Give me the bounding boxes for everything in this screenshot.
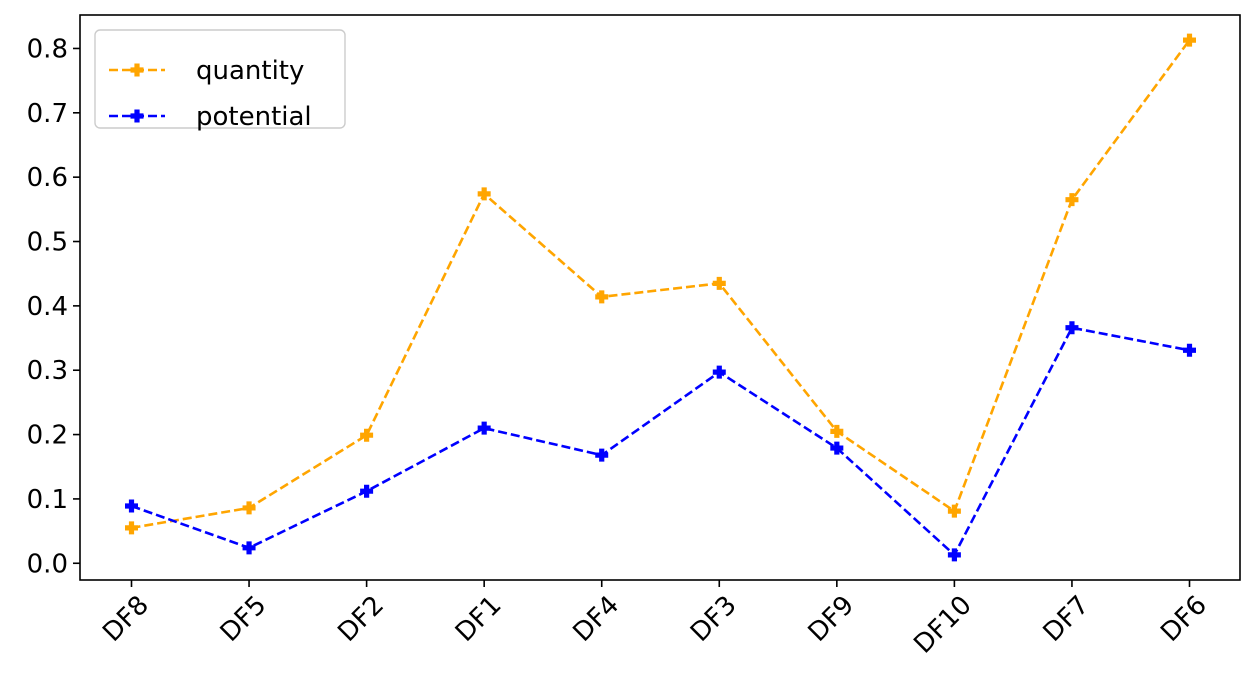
data-point-quantity [125,521,138,535]
data-point-potential [1183,343,1196,357]
legend-marker-swatch [130,63,144,77]
x-tick-label: DF8 [97,590,155,648]
y-axis: 0.0 0.1 0.2 0.3 0.4 0.5 0.6 0.7 0.8 [27,34,80,579]
legend-box [94,29,346,129]
x-tick-label: DF3 [685,590,743,648]
legend: quantity potential [94,29,346,132]
y-tick-label: 0.2 [27,421,68,451]
legend-label: potential [196,102,312,132]
data-point-quantity [947,504,961,518]
x-tick-label: DF1 [450,590,508,648]
y-tick-label: 0.7 [27,99,68,129]
data-point-potential [125,499,138,513]
y-tick-label: 0.1 [27,485,68,515]
data-point-quantity [242,501,256,515]
data-point-potential [595,448,609,462]
x-tick-label: DF2 [332,590,390,648]
plot-frame [79,14,1241,581]
data-point-potential [830,441,844,455]
legend-label: quantity [196,56,304,86]
data-point-quantity [595,290,609,304]
x-tick-label: DF5 [215,590,273,648]
data-point-quantity [1183,33,1196,47]
x-tick-label: DF4 [567,590,625,648]
legend-entry-quantity: quantity [109,56,304,86]
data-point-quantity [830,424,844,438]
x-tick-label: DF7 [1038,590,1096,648]
data-point-potential [477,421,491,435]
data-point-quantity [477,187,491,201]
legend-entry-potential: potential [109,102,312,132]
data-point-quantity [1065,193,1079,207]
x-tick-label: DF6 [1155,590,1213,648]
data-point-potential [712,365,726,379]
data-point-potential [242,541,256,555]
x-tick-label: DF9 [803,590,861,648]
y-tick-label: 0.6 [27,163,68,193]
series-potential [125,321,1196,562]
y-tick-label: 0.4 [27,292,68,322]
x-axis: DF8 DF5 DF2 DF1 DF4 DF3 DF9 DF10 DF7 DF6 [97,580,1213,660]
series-line-potential [131,326,1190,557]
data-point-quantity [712,276,726,290]
x-tick-label: DF10 [908,590,977,659]
series-quantity [125,33,1196,535]
legend-marker-swatch [130,109,144,123]
data-point-quantity [360,428,374,442]
y-tick-label: 0.3 [27,356,68,386]
series-line-quantity [131,39,1191,530]
data-point-potential [1065,321,1079,335]
y-tick-label: 0.5 [27,228,68,258]
y-tick-label: 0.0 [27,549,68,579]
y-tick-label: 0.8 [27,34,68,64]
data-point-potential [360,484,374,498]
data-point-potential [947,548,961,562]
series-layer [125,33,1196,562]
